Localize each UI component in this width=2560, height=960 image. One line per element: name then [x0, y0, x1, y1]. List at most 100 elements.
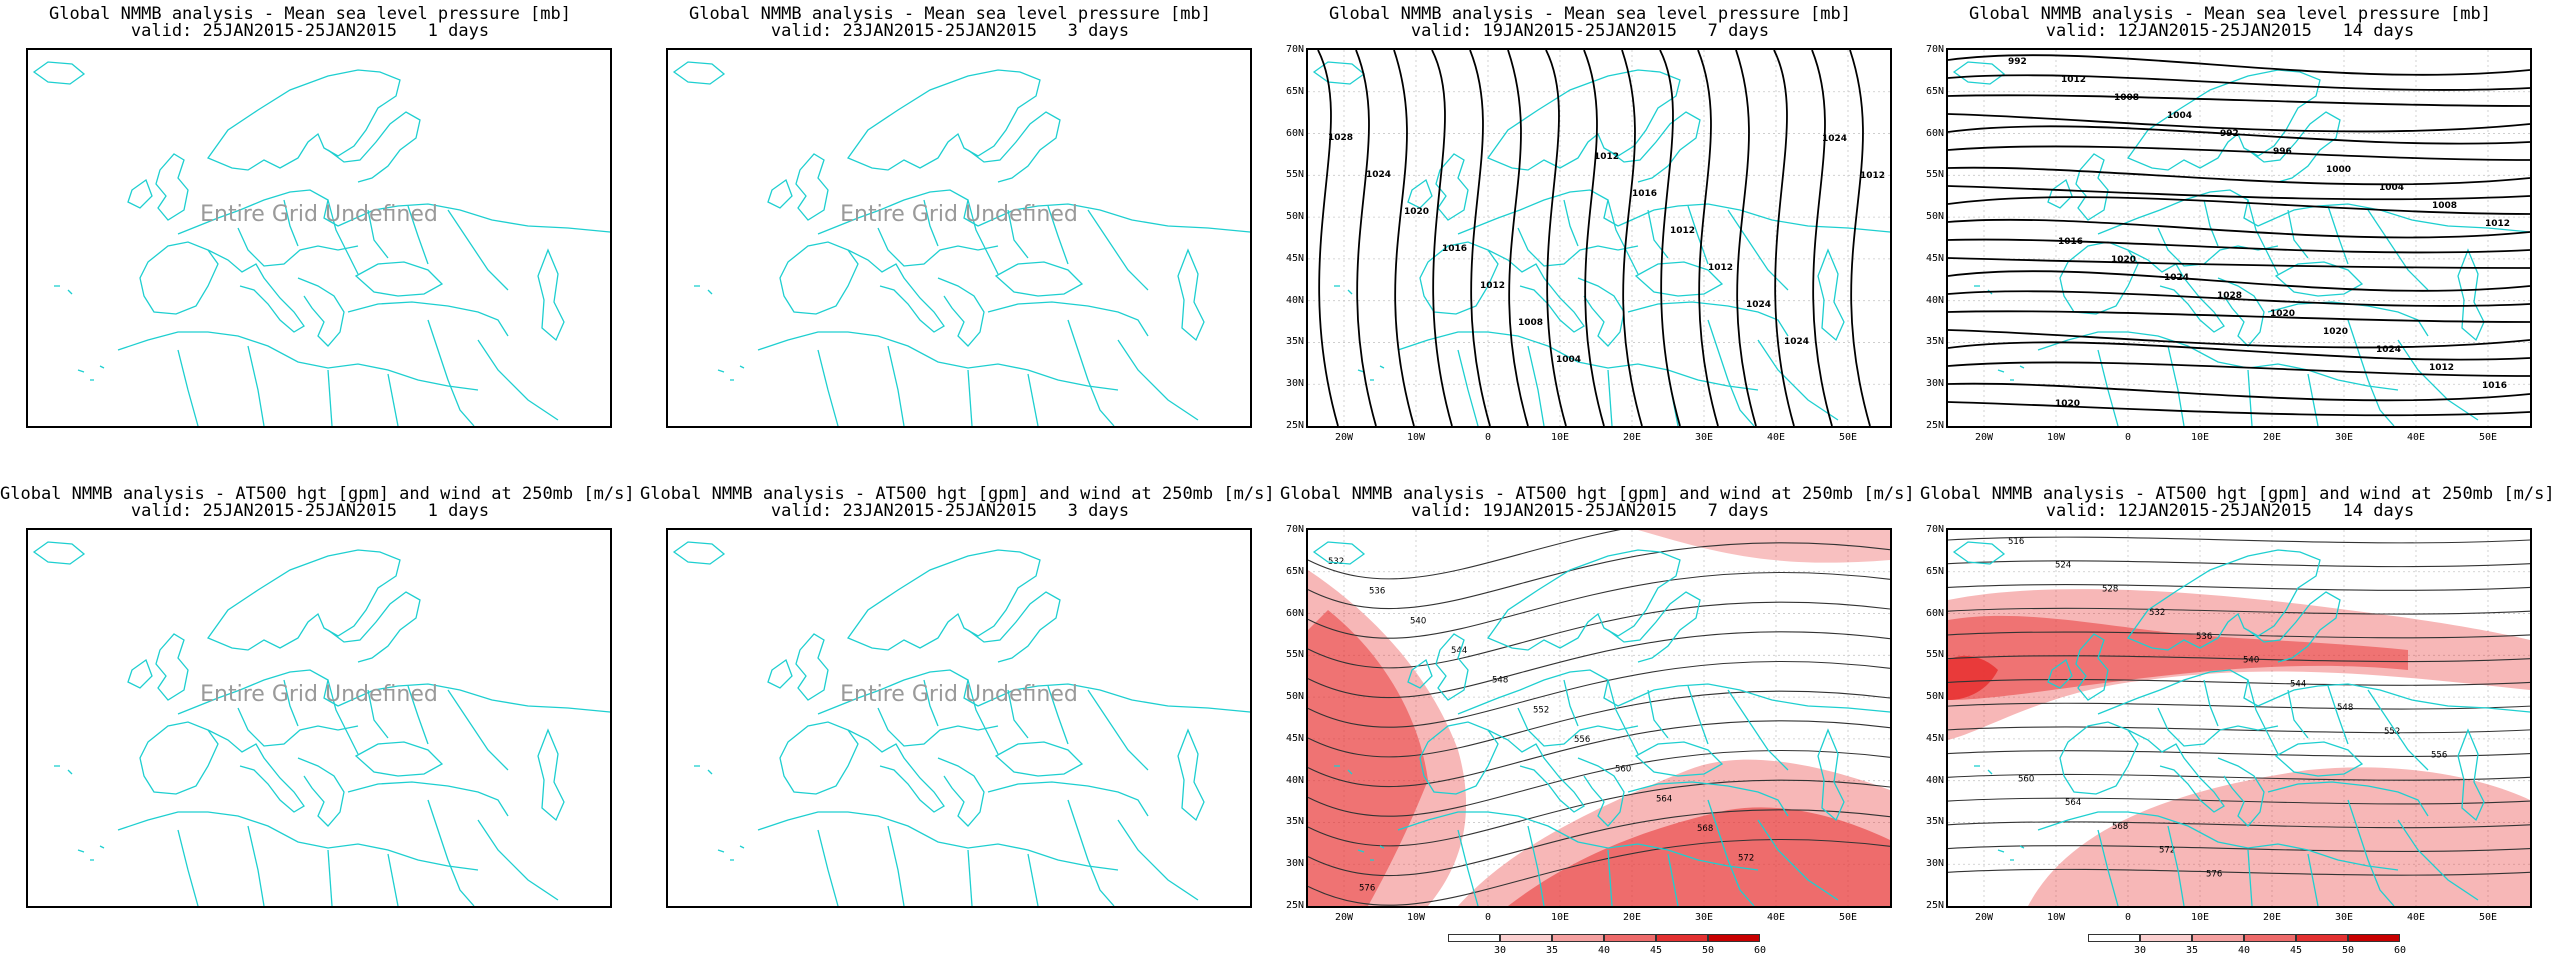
map-canvas	[32, 541, 610, 906]
coastline	[2457, 728, 2485, 822]
coastline	[1047, 685, 1069, 745]
isobar-label: 1012	[2061, 75, 2086, 85]
y-tick-label: 35N	[1925, 336, 1944, 348]
isobar-label: 1028	[2217, 291, 2242, 301]
y-tick-label: 50N	[1285, 211, 1304, 223]
height-contour-label: 516	[2008, 537, 2024, 547]
coastline	[387, 373, 399, 426]
panel-title-line1: Global NMMB analysis - AT500 hgt [gpm] a…	[1920, 484, 2555, 504]
coastline-layer	[672, 61, 1250, 426]
isobar-label: 1016	[1442, 244, 1467, 254]
coastline	[155, 153, 189, 221]
x-tick-label: 30E	[2334, 432, 2354, 443]
coastline	[139, 241, 219, 315]
undefined-grid-label: Entire Grid Undefined	[200, 202, 438, 227]
coastline	[32, 61, 86, 85]
isobar-line	[1948, 290, 2530, 307]
y-tick-label: 60N	[1925, 607, 1944, 619]
isobar-line	[1735, 50, 1757, 426]
isobar-label: 1016	[1632, 189, 1657, 199]
isobar-label: 1020	[2323, 327, 2348, 337]
coastline	[1379, 365, 1385, 369]
map-panel: Global NMMB analysis - AT500 hgt [gpm] a…	[0, 480, 635, 950]
coastline	[795, 633, 829, 701]
isobar-line	[1583, 50, 1605, 426]
isobar-label: 1024	[1746, 300, 1771, 310]
coastline	[1727, 689, 1789, 771]
isobar-label: 1012	[2429, 363, 2454, 373]
coastline	[757, 811, 1119, 871]
coastline	[1087, 689, 1149, 771]
isobar-label: 1024	[1784, 337, 1809, 347]
y-tick-label: 40N	[1925, 774, 1944, 786]
coastline	[847, 729, 945, 813]
y-tick-label: 25N	[1285, 420, 1304, 431]
coastline	[817, 669, 1250, 715]
isobar-line	[1317, 50, 1339, 426]
coastline	[2307, 853, 2319, 906]
panel-title-line2: valid: 23JAN2015-25JAN2015 3 days	[770, 21, 1130, 41]
map-canvas: 516 524 528 532 536 540 544 548 552 556 560 564 568 5…	[1948, 530, 2530, 906]
coastline	[717, 849, 725, 853]
panel-title-line2: valid: 19JAN2015-25JAN2015 7 days	[1410, 21, 1770, 41]
height-contours: 532 536 540 544 548 552 556 560 564 568 572 576	[1308, 530, 1890, 906]
coastline	[347, 781, 509, 817]
coastline	[1067, 799, 1115, 906]
y-tick-label: 30N	[1925, 858, 1944, 870]
isobar-label: 992	[2220, 129, 2239, 139]
coastline	[1117, 339, 1199, 421]
x-tick-label: 10E	[1550, 432, 1570, 443]
y-tick-label: 45N	[1925, 252, 1944, 264]
map-panel: Global NMMB analysis - Mean sea level pr…	[0, 0, 620, 470]
isobar-label: 1000	[2326, 165, 2351, 175]
y-tick-label: 55N	[1925, 649, 1944, 661]
coastline	[1997, 369, 2005, 373]
coastline	[967, 849, 973, 906]
coastline	[672, 541, 726, 565]
coastline	[367, 689, 389, 739]
coastline	[407, 685, 429, 745]
map-plot-area: Entire Grid Undefined	[666, 48, 1252, 428]
coastline	[923, 199, 939, 247]
panel-title-line1: Global NMMB analysis - Mean sea level pr…	[1969, 4, 2491, 24]
coastline	[1312, 61, 1366, 85]
colorbar-label: 50	[2341, 945, 2355, 956]
coastline	[739, 365, 745, 369]
coastline	[2247, 111, 2341, 183]
coastline	[2019, 365, 2025, 369]
isobar-label: 1008	[2114, 93, 2139, 103]
height-contour-line	[1948, 560, 2530, 568]
coastline	[767, 178, 793, 209]
coastline	[117, 811, 479, 871]
coastline	[1177, 248, 1205, 342]
height-contour-line	[1948, 678, 2530, 686]
coastline	[206, 69, 401, 171]
isobar-line	[1948, 125, 2530, 145]
coastline	[779, 241, 859, 315]
coastline	[779, 721, 859, 795]
coastline	[1687, 685, 1709, 745]
coastline	[2047, 178, 2073, 209]
coastline	[77, 849, 85, 853]
coastline	[1607, 849, 1613, 906]
gridlines	[1308, 50, 1890, 426]
coastline	[1952, 61, 2006, 85]
coastline	[2397, 339, 2479, 421]
coastline	[1397, 331, 1759, 391]
x-tick-label: 10W	[2046, 912, 2066, 923]
height-contour-label: 560	[1615, 765, 1631, 775]
coastline	[2457, 248, 2485, 342]
height-contour-line	[1308, 690, 1890, 758]
coastline	[2127, 249, 2225, 333]
coastline	[2167, 345, 2185, 426]
height-contour-line	[1308, 809, 1890, 877]
map-plot-area: 532 536 540 544 548 552 556 560 564 568 572 576	[1306, 528, 1892, 908]
height-contour-label: 568	[1697, 824, 1713, 834]
height-contour-line	[1308, 720, 1890, 788]
isobar-line	[1697, 50, 1719, 426]
coastline	[1457, 189, 1890, 235]
coastline	[757, 331, 1119, 391]
colorbar-swatch	[1448, 934, 1500, 942]
coastline	[1117, 819, 1199, 901]
y-tick-label: 25N	[1285, 900, 1304, 911]
